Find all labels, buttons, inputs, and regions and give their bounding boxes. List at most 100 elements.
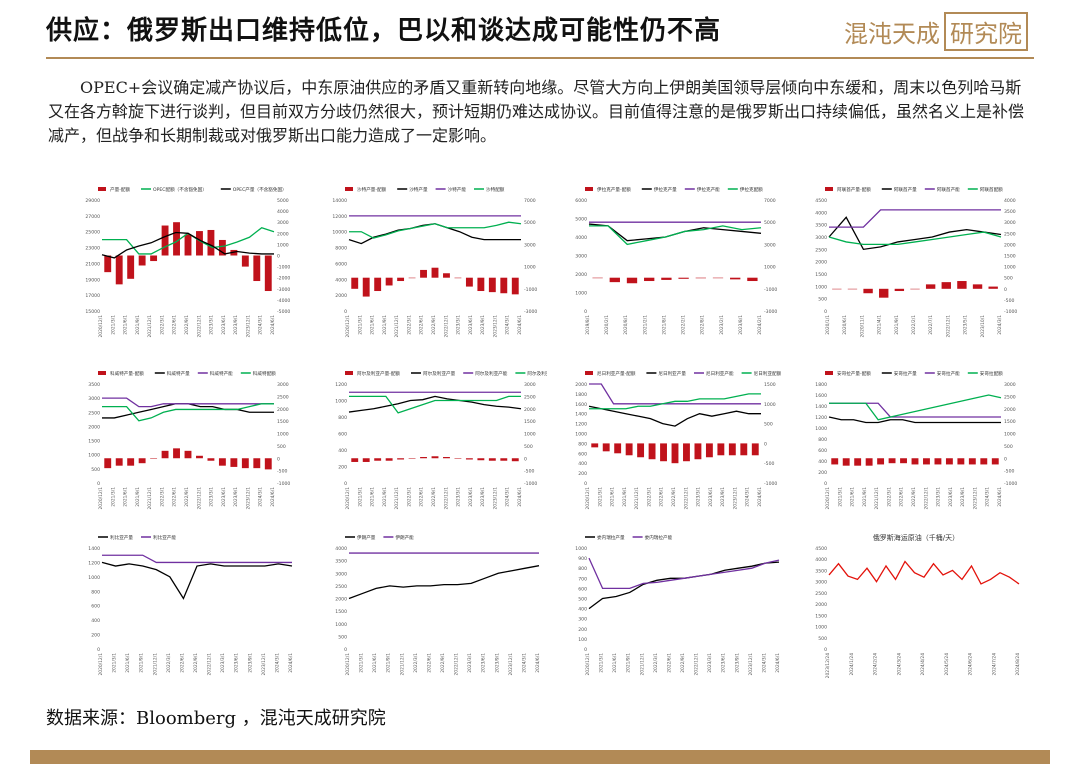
bar [127, 458, 135, 466]
legend-label: 阿联酋产量-配额 [837, 186, 871, 193]
x-tick-label: 2022/7/1 [928, 315, 934, 335]
x-tick-label: 2024/3/1 [745, 487, 751, 507]
x-tick-label: 2024/3/1 [505, 315, 511, 335]
bar [500, 277, 508, 294]
y-tick-label: 600 [578, 451, 587, 457]
x-tick-label: 2022/9/1 [431, 315, 437, 335]
y-tick-label: 200 [338, 465, 347, 471]
x-tick-label: 2022/6/1 [666, 653, 672, 673]
y-tick-label: 4500 [815, 546, 827, 552]
x-tick-label: 2024/3/1 [258, 315, 264, 335]
x-tick-label: 2024/7/24 [991, 653, 997, 676]
x-tick-label: 2021/6/1 [612, 653, 618, 673]
x-tick-label: 2022/12/1 [207, 653, 213, 676]
x-tick-label: 2023/12/1 [492, 487, 498, 510]
bar [196, 455, 203, 459]
bar [454, 458, 462, 459]
x-tick-label: 2023/12/1 [492, 315, 498, 338]
legend-label: 尼日利亚产量 [658, 370, 686, 377]
bar [454, 277, 462, 279]
x-tick-label: 2024/3/1 [521, 653, 527, 673]
y-tick-label: 0 [584, 309, 587, 315]
y-tick-label: 0 [824, 481, 827, 487]
bar [431, 456, 439, 459]
series-line [349, 395, 521, 414]
y2-tick-label: -1000 [764, 287, 777, 293]
x-tick-label: 2022/9/1 [671, 487, 677, 507]
bar [362, 277, 370, 297]
x-tick-label: 2021/3/1 [359, 653, 365, 673]
x-tick-label: 2021/9/1 [626, 653, 632, 673]
bar [397, 277, 405, 282]
x-tick-label: 2022/12/1 [923, 487, 929, 510]
legend-label: 伊朗产能 [395, 534, 414, 541]
y2-tick-label: 1000 [277, 432, 289, 438]
x-tick-label: 2020/12/1 [98, 315, 104, 338]
x-tick-label: 2021/6/1 [370, 487, 376, 507]
x-tick-label: 2021/12/1 [394, 315, 400, 338]
y2-tick-label: 2500 [1004, 231, 1016, 237]
x-tick-label: 2021/6/1 [610, 487, 616, 507]
y2-tick-label: 2000 [277, 231, 289, 237]
y2-tick-label: 3000 [764, 242, 776, 248]
x-tick-label: 2022/3/1 [166, 653, 172, 673]
x-tick-label: 2021/9/1 [139, 653, 145, 673]
y-tick-label: 100 [578, 637, 587, 643]
y-tick-label: 8000 [335, 246, 347, 252]
x-tick-label: 2024/2/1 [757, 315, 763, 335]
x-tick-label: 2021/12/1 [394, 487, 400, 510]
x-tick-label: 2020/12/1 [345, 487, 351, 510]
y-tick-label: 0 [824, 309, 827, 315]
bar [609, 277, 620, 283]
y2-tick-label: 1000 [1004, 265, 1016, 271]
x-tick-label: 2021/12/1 [874, 487, 880, 510]
x-tick-label: 2023/6/1 [721, 653, 727, 673]
bar [127, 255, 135, 279]
y-tick-label: 3500 [815, 568, 827, 574]
y-tick-label: 1000 [335, 399, 347, 405]
x-tick-label: 2021/6/1 [125, 653, 131, 673]
y-tick-label: 400 [818, 459, 827, 465]
bar [988, 286, 998, 289]
bar [705, 443, 713, 458]
x-tick-label: 2022/3/1 [406, 315, 412, 335]
legend-label: OPEC产量（不含豁免国） [233, 186, 287, 193]
bar [877, 458, 885, 465]
x-tick-label: 2022/12/1 [443, 315, 449, 338]
y-tick-label: 1200 [88, 560, 100, 566]
legend-swatch [345, 371, 353, 375]
x-tick-label: 2021/8/1 [661, 315, 667, 335]
y2-tick-label: -5000 [277, 309, 290, 315]
y2-tick-label: 2000 [1004, 242, 1016, 248]
bar [420, 457, 427, 459]
y-tick-label: 3000 [88, 396, 100, 402]
bar [637, 443, 645, 458]
y-tick-label: 1500 [815, 272, 827, 278]
y2-tick-label: -4000 [277, 298, 290, 304]
legend-label: 阿尔及利亚产能 [475, 370, 508, 377]
y-tick-label: 700 [578, 576, 587, 582]
legend-label: 阿尔及利亚产量 [423, 370, 456, 377]
x-tick-label: 2021/3/1 [599, 653, 605, 673]
bar [661, 277, 672, 280]
bar [894, 288, 905, 292]
bar [443, 273, 450, 278]
x-tick-label: 2024/6/1 [757, 487, 763, 507]
bar [362, 458, 370, 462]
y2-tick-label: 2000 [277, 407, 289, 413]
y2-tick-label: 5000 [764, 220, 776, 226]
bar [910, 288, 920, 290]
x-tick-label: 2024/4/24 [920, 653, 926, 676]
y-tick-label: 200 [578, 471, 587, 477]
bar [408, 277, 416, 279]
y2-tick-label: 5000 [524, 220, 536, 226]
y2-tick-label: 1500 [277, 419, 289, 425]
logo-text: 混沌天成 [844, 20, 940, 48]
y-tick-label: 1400 [815, 404, 827, 410]
x-tick-label: 2023/12/1 [732, 487, 738, 510]
bar [385, 458, 393, 461]
series-line [588, 405, 761, 427]
x-tick-label: 2021/3/1 [110, 315, 116, 335]
y-tick-label: 400 [338, 448, 347, 454]
chart-1: 产量-配额 OPEC配额（不含豁免国） OPEC产量（不含豁免国） 15000 1700… [85, 186, 290, 338]
